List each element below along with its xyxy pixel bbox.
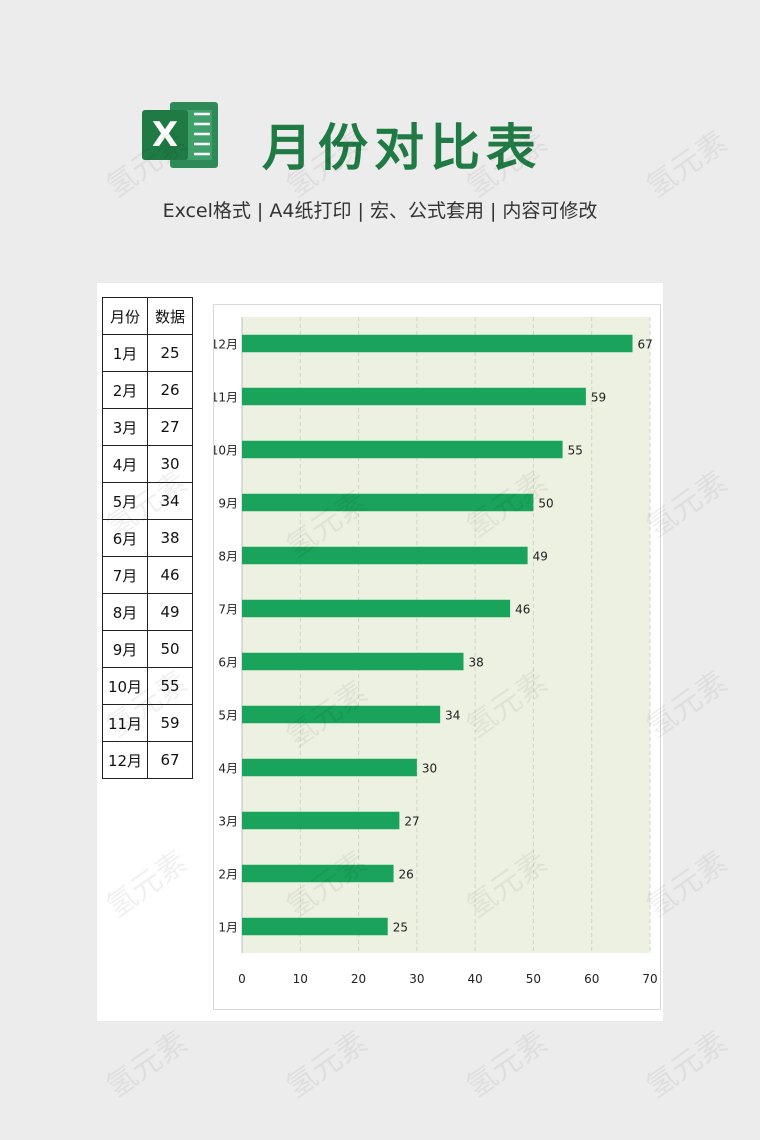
table-row: 2月 26 — [102, 371, 193, 409]
month-cell: 1月 — [102, 334, 148, 372]
month-cell: 3月 — [102, 408, 148, 446]
watermark-text: 氢元素 — [100, 1024, 194, 1106]
table-header-cell: 数据 — [147, 297, 193, 335]
bar — [242, 599, 511, 618]
data-label: 38 — [468, 656, 483, 670]
bar — [242, 387, 586, 406]
value-cell: 46 — [147, 556, 193, 594]
data-label: 50 — [538, 497, 553, 511]
watermark-text: 氢元素 — [280, 1024, 374, 1106]
value-cell: 55 — [147, 667, 193, 705]
data-label: 25 — [393, 921, 408, 935]
table-row: 11月 59 — [102, 704, 193, 742]
month-cell: 5月 — [102, 482, 148, 520]
bar — [242, 705, 441, 724]
value-cell: 50 — [147, 630, 193, 668]
page-subtitle: Excel格式 | A4纸打印 | 宏、公式套用 | 内容可修改 — [162, 200, 598, 222]
table-row: 1月 25 — [102, 334, 193, 372]
excel-logo-icon: X — [142, 102, 218, 168]
y-tick-label: 7月 — [218, 603, 238, 617]
data-label: 26 — [399, 868, 414, 882]
month-cell: 4月 — [102, 445, 148, 483]
month-cell: 12月 — [102, 741, 148, 779]
month-cell: 9月 — [102, 630, 148, 668]
table-row: 8月 49 — [102, 593, 193, 631]
month-cell: 8月 — [102, 593, 148, 631]
spreadsheet-preview: 月份 数据 1月 25 2月 26 3月 27 4月 30 5月 34 6月 38 7月 46 8月 49 9月 50… — [97, 283, 663, 1021]
data-label: 46 — [515, 603, 530, 617]
data-label: 49 — [533, 550, 548, 564]
table-row: 10月 55 — [102, 667, 193, 705]
watermark-text: 氢元素 — [460, 1024, 554, 1106]
header: X 月份对比表 Excel格式 | A4纸打印 | 宏、公式套用 | 内容可修改 — [0, 0, 760, 260]
value-cell: 38 — [147, 519, 193, 557]
value-cell: 67 — [147, 741, 193, 779]
y-tick-label: 11月 — [214, 391, 238, 405]
x-tick-label: 70 — [642, 972, 657, 986]
data-table: 月份 数据 1月 25 2月 26 3月 27 4月 30 5月 34 6月 38 7月 46 8月 49 9月 50… — [102, 297, 193, 779]
bar — [242, 493, 534, 512]
table-row: 3月 27 — [102, 408, 193, 446]
bar — [242, 334, 633, 353]
table-header-cell: 月份 — [102, 297, 148, 335]
month-cell: 10月 — [102, 667, 148, 705]
value-cell: 34 — [147, 482, 193, 520]
y-tick-label: 8月 — [218, 550, 238, 564]
month-cell: 7月 — [102, 556, 148, 594]
bar — [242, 546, 528, 565]
value-cell: 30 — [147, 445, 193, 483]
chart-svg: 0 10 20 30 40 50 60 70 1月 25 2月 26 3月 27 4月 30 5月 34 6月 38 7… — [211, 317, 658, 986]
value-cell: 25 — [147, 334, 193, 372]
y-tick-label: 4月 — [218, 762, 238, 776]
y-tick-label: 2月 — [218, 868, 238, 882]
bar — [242, 652, 464, 671]
y-tick-label: 5月 — [218, 709, 238, 723]
data-label: 27 — [404, 815, 419, 829]
x-tick-label: 60 — [584, 972, 599, 986]
page-title: 月份对比表 — [262, 119, 542, 177]
table-row: 9月 50 — [102, 630, 193, 668]
table-row: 12月 67 — [102, 741, 193, 779]
bar — [242, 758, 417, 777]
month-cell: 2月 — [102, 371, 148, 409]
bar — [242, 917, 388, 936]
x-tick-label: 20 — [351, 972, 366, 986]
data-label: 55 — [568, 444, 583, 458]
data-label: 34 — [445, 709, 460, 723]
y-tick-label: 1月 — [218, 921, 238, 935]
bar — [242, 864, 394, 883]
data-label: 59 — [591, 391, 606, 405]
table-row: 7月 46 — [102, 556, 193, 594]
x-tick-label: 30 — [409, 972, 424, 986]
data-label: 30 — [422, 762, 437, 776]
bar-chart: 0 10 20 30 40 50 60 70 1月 25 2月 26 3月 27 4月 30 5月 34 6月 38 7… — [211, 304, 661, 1010]
svg-text:X: X — [152, 115, 178, 155]
x-tick-label: 50 — [526, 972, 541, 986]
y-tick-label: 6月 — [218, 656, 238, 670]
month-cell: 11月 — [102, 704, 148, 742]
x-tick-label: 10 — [293, 972, 308, 986]
y-tick-label: 10月 — [214, 444, 238, 458]
table-header-row: 月份 数据 — [102, 297, 193, 335]
watermark-text: 氢元素 — [640, 1024, 734, 1106]
month-cell: 6月 — [102, 519, 148, 557]
y-tick-label: 12月 — [214, 338, 238, 352]
y-tick-label: 9月 — [218, 497, 238, 511]
value-cell: 26 — [147, 371, 193, 409]
table-row: 5月 34 — [102, 482, 193, 520]
y-tick-label: 3月 — [218, 815, 238, 829]
x-tick-label: 0 — [238, 972, 246, 986]
value-cell: 49 — [147, 593, 193, 631]
plot-area — [242, 317, 650, 953]
bar — [242, 811, 400, 830]
table-row: 6月 38 — [102, 519, 193, 557]
table-row: 4月 30 — [102, 445, 193, 483]
value-cell: 27 — [147, 408, 193, 446]
data-label: 67 — [638, 338, 653, 352]
x-tick-label: 40 — [468, 972, 483, 986]
value-cell: 59 — [147, 704, 193, 742]
bar — [242, 440, 563, 459]
